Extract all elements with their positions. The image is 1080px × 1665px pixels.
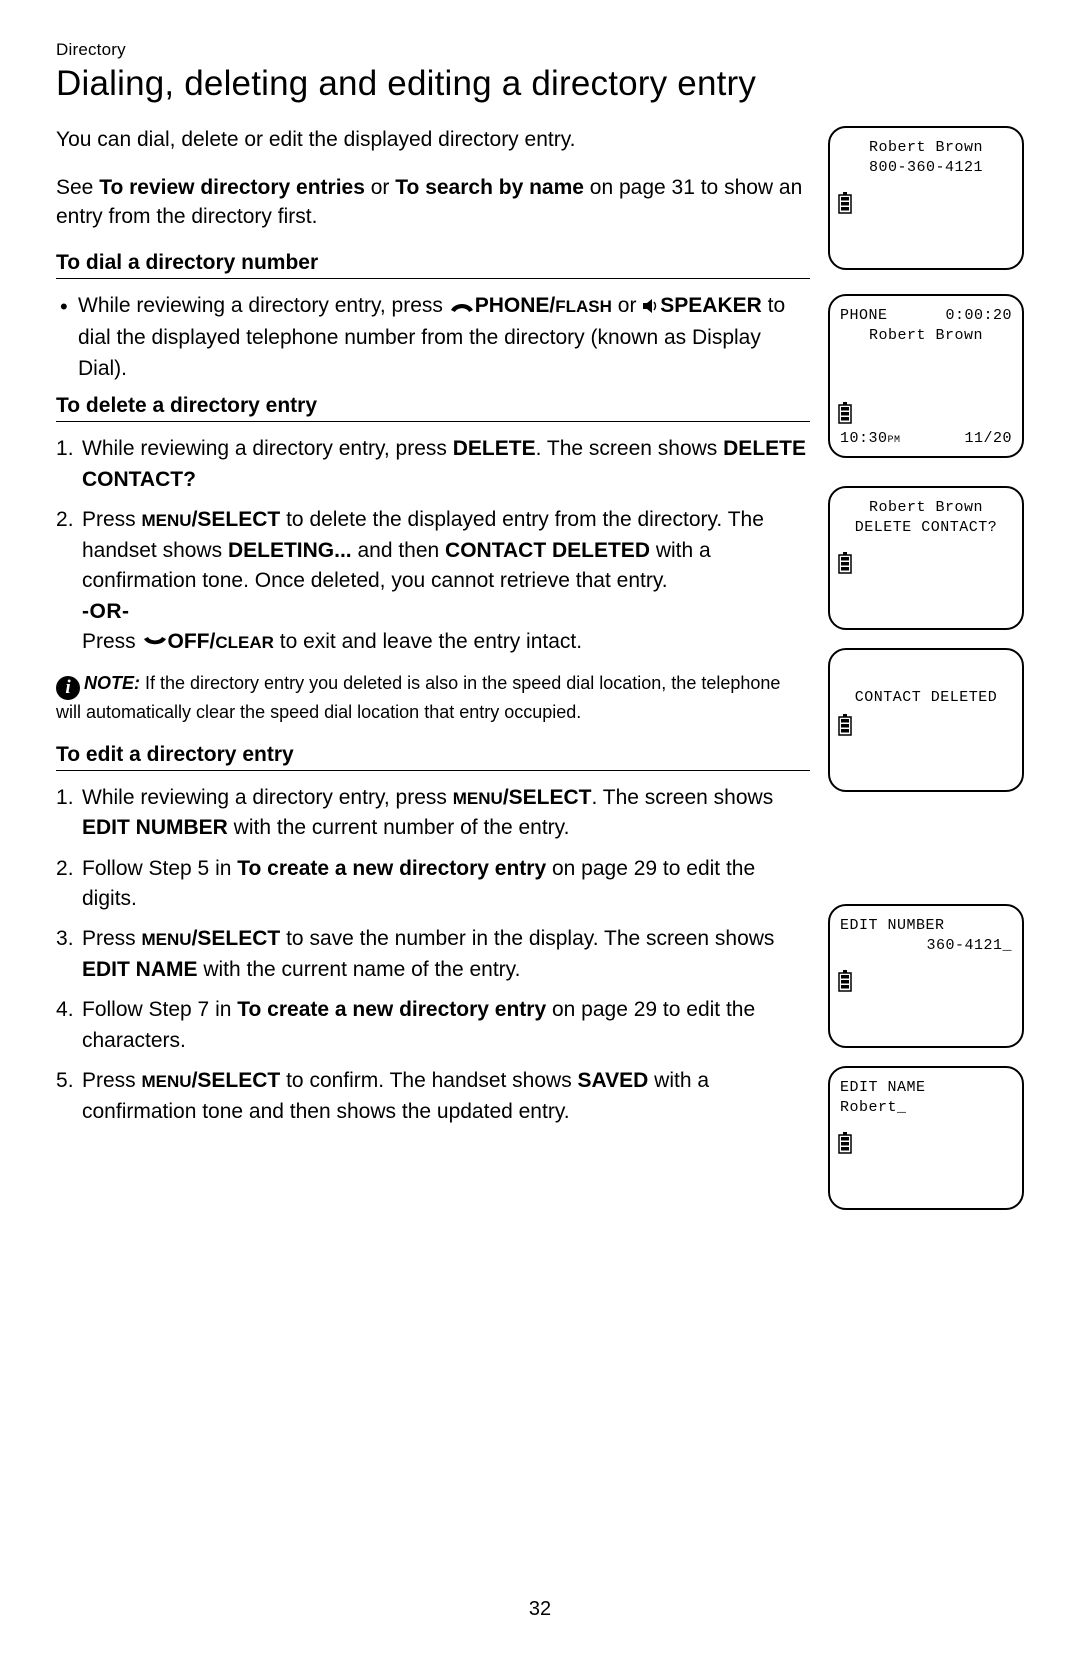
del-s2b-key-b: OFF/ [168,630,216,653]
lcd-screen-deleted: CONTACT DELETED [828,648,1024,792]
edit-step-1: While reviewing a directory entry, press… [82,783,810,844]
del-s2-b1: DELETING... [228,539,352,562]
lcd-screen-contact: Robert Brown 800-360-4121 [828,126,1024,270]
edit-step-3: Press MENU/SELECT to save the number in … [82,924,810,985]
lcd5-title: EDIT NUMBER [840,916,1012,936]
dial-step-1: While reviewing a directory entry, press… [78,291,810,384]
del-s2-b2: CONTACT DELETED [445,539,650,562]
intro-para-2: See To review directory entries or To se… [56,174,810,231]
lcd2-name: Robert Brown [840,326,1012,346]
lcd-screen-delete-prompt: Robert Brown DELETE CONTACT? [828,486,1024,630]
e1-pre: While reviewing a directory entry, press [82,786,453,809]
intro-p2-b2: To search by name [395,176,584,199]
lcd6-title: EDIT NAME [840,1078,1012,1098]
del-s2-mid2: and then [352,539,445,562]
e1-key-sc: MENU [453,789,503,808]
lcd2-hdr-left: PHONE [840,306,888,326]
e4-pre: Follow Step 7 in [82,998,237,1021]
edit-step-5: Press MENU/SELECT to confirm. The handse… [82,1066,810,1127]
lcd-screen-call: PHONE 0:00:20 Robert Brown 10:30PM 11/20 [828,294,1024,458]
battery-icon [838,714,852,736]
battery-icon [838,192,852,214]
dial-s1-mid: or [612,294,642,317]
e1-post: with the current number of the entry. [228,816,570,839]
del-or: -OR- [82,600,130,623]
hangup-icon [142,629,168,659]
e5-b: SAVED [578,1069,649,1092]
lcd3-name: Robert Brown [840,498,1012,518]
lcd4-msg: CONTACT DELETED [840,688,1012,708]
e3-pre: Press [82,927,142,950]
intro-p2-b1: To review directory entries [99,176,365,199]
e2-pre: Follow Step 5 in [82,857,237,880]
lcd2-date: 11/20 [964,429,1012,449]
dial-key2-label: SPEAKER [660,294,762,317]
edit-step-2: Follow Step 5 in To create a new directo… [82,854,810,915]
e4-b: To create a new directory entry [237,998,546,1021]
phone-handset-icon [449,293,475,323]
info-icon: i [56,676,80,700]
del-s2b-pre: Press [82,630,142,653]
lcd-screen-edit-number: EDIT NUMBER 360-4121_ [828,904,1024,1048]
e3-mid1: to save the number in the display. The s… [280,927,774,950]
page-number: 32 [0,1598,1080,1621]
dial-key1-label: PHONE/ [475,294,556,317]
lcd1-number: 800-360-4121 [840,158,1012,178]
e3-key-b: /SELECT [192,927,281,950]
edit-step-4: Follow Step 7 in To create a new directo… [82,995,810,1056]
lcd2-hdr-right: 0:00:20 [945,306,1012,326]
dial-s1-pre: While reviewing a directory entry, press [78,294,449,317]
e3-post: with the current name of the entry. [198,958,521,981]
heading-delete: To delete a directory entry [56,394,810,422]
e2-b: To create a new directory entry [237,857,546,880]
dial-key1-sc: FLASH [555,297,612,316]
heading-dial: To dial a directory number [56,251,810,279]
e5-key-b: /SELECT [192,1069,281,1092]
lcd6-value: Robert_ [840,1098,1012,1118]
e1-key-b: /SELECT [503,786,592,809]
del-s2-pre: Press [82,508,142,531]
del-s2-key-sc: MENU [142,511,192,530]
del-s2b-key-sc: CLEAR [215,633,274,652]
main-column: You can dial, delete or edit the display… [56,126,810,1137]
del-s1-pre: While reviewing a directory entry, press [82,437,453,460]
note-block: iNOTE: If the directory entry you delete… [56,671,810,724]
e1-b: EDIT NUMBER [82,816,228,839]
lcd2-time: 10:30PM [840,429,901,449]
lcd-column: Robert Brown 800-360-4121 PHONE 0:00:20 … [828,126,1024,1210]
e3-b: EDIT NAME [82,958,198,981]
e5-key-sc: MENU [142,1072,192,1091]
del-s1-b: DELETE [453,437,536,460]
e3-key-sc: MENU [142,930,192,949]
note-body: If the directory entry you deleted is al… [56,673,780,722]
del-s2-key-b: /SELECT [192,508,281,531]
delete-step-1: While reviewing a directory entry, press… [82,434,810,495]
lcd3-msg: DELETE CONTACT? [840,518,1012,538]
breadcrumb: Directory [56,40,1024,60]
speaker-icon [642,293,660,323]
del-s2b-post: to exit and leave the entry intact. [274,630,582,653]
e1-mid1: . The screen shows [592,786,774,809]
note-label: NOTE: [84,673,140,693]
page-title: Dialing, deleting and editing a director… [56,64,1024,104]
lcd5-value: 360-4121_ [840,936,1012,956]
battery-icon [838,970,852,992]
battery-icon [838,552,852,574]
battery-icon [838,402,852,424]
intro-p2-pre: See [56,176,99,199]
e5-mid1: to confirm. The handset shows [280,1069,577,1092]
intro-p2-mid: or [365,176,395,199]
lcd1-name: Robert Brown [840,138,1012,158]
lcd-screen-edit-name: EDIT NAME Robert_ [828,1066,1024,1210]
intro-para-1: You can dial, delete or edit the display… [56,126,810,154]
delete-step-2: Press MENU/SELECT to delete the displaye… [82,505,810,659]
heading-edit: To edit a directory entry [56,743,810,771]
e5-pre: Press [82,1069,142,1092]
del-s1-mid: . The screen shows [536,437,724,460]
battery-icon [838,1132,852,1154]
